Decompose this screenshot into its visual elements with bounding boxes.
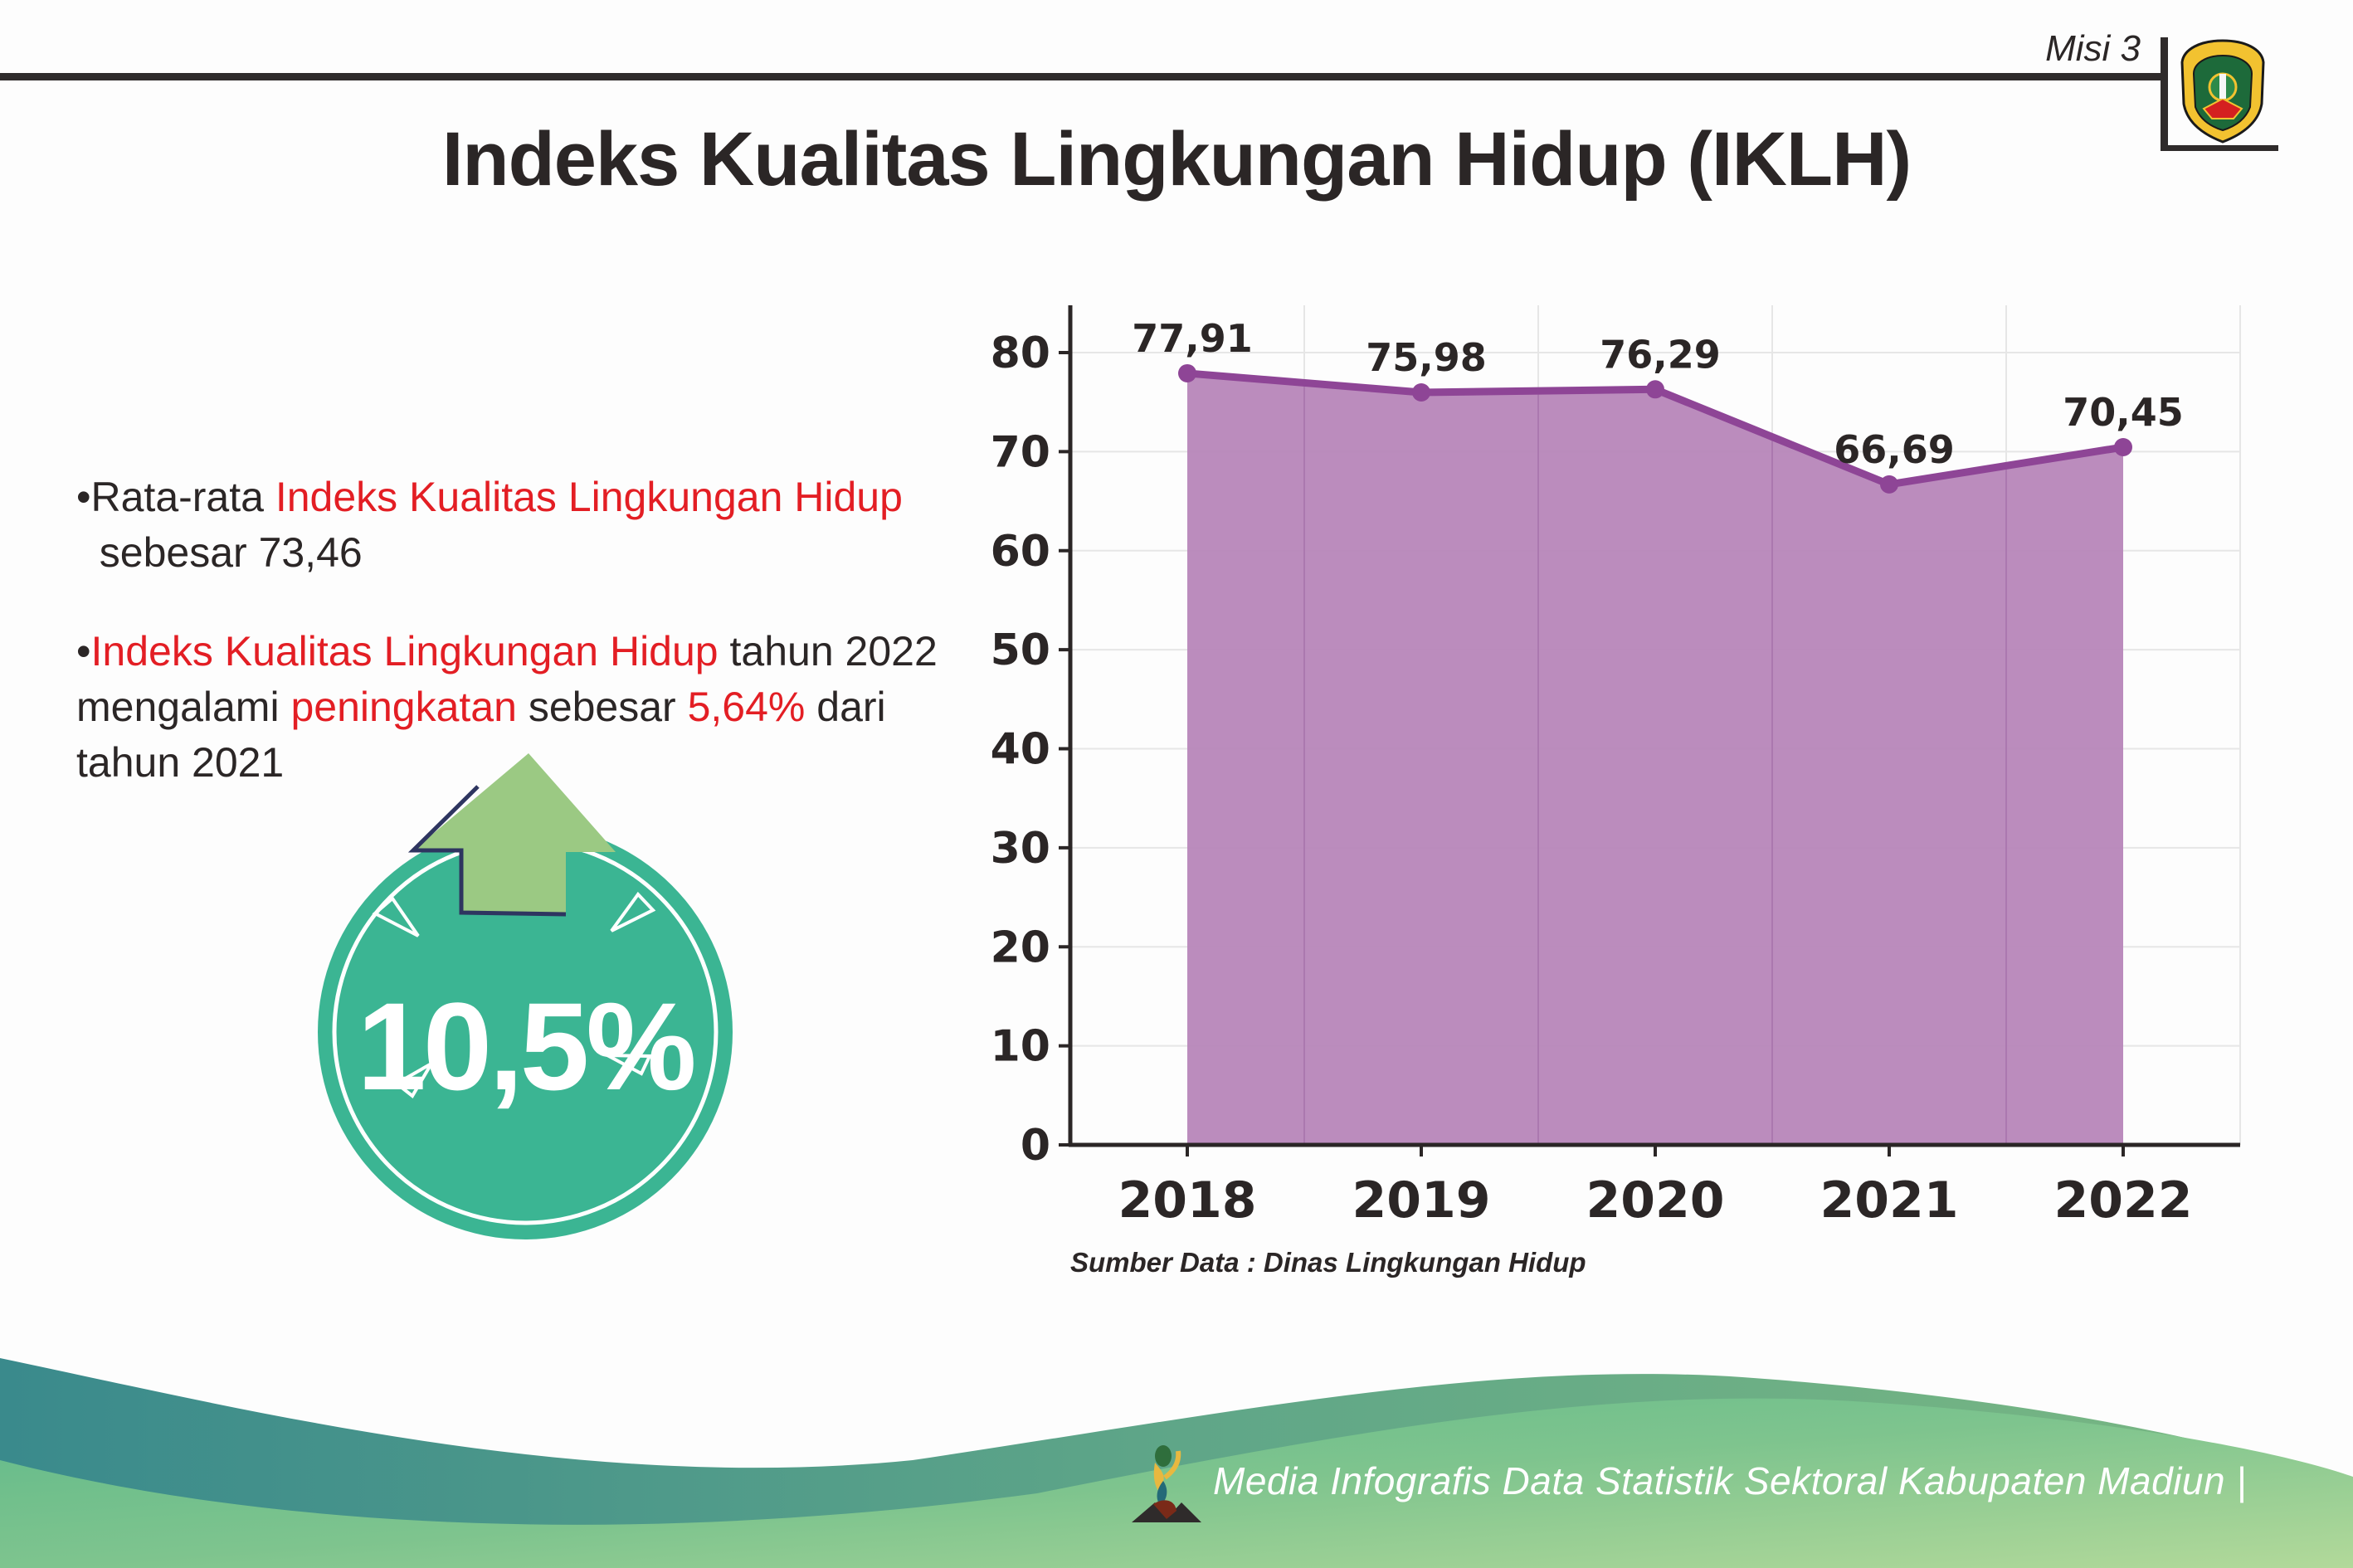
highlight-text: peningkatan — [290, 684, 517, 730]
y-tick-label: 80 — [991, 329, 1050, 378]
sparkle-icons — [372, 891, 656, 1098]
y-tick-label: 10 — [991, 1022, 1050, 1072]
data-point — [1178, 363, 1196, 382]
bullet-increase: •Indeks Kualitas Lingkungan Hidup tahun … — [76, 628, 938, 786]
header-rule — [0, 73, 2164, 80]
x-tick-label: 2018 — [1118, 1171, 1257, 1230]
kabupaten-madiun-crest-logo — [2180, 39, 2265, 144]
data-label: 75,98 — [1366, 335, 1487, 380]
x-tick-label: 2022 — [2054, 1171, 2193, 1230]
corner-bracket — [2161, 37, 2168, 150]
x-tick-label: 2020 — [1586, 1171, 1725, 1230]
text: Rata-rata — [90, 474, 275, 520]
data-point — [1880, 475, 1898, 494]
data-label: 66,69 — [1834, 427, 1955, 472]
data-point — [1412, 382, 1430, 402]
data-source: Sumber Data : Dinas Lingkungan Hidup — [1070, 1247, 1586, 1278]
data-point — [2114, 438, 2132, 457]
bullet-average: •Rata-rata Indeks Kualitas Lingkungan Hi… — [76, 474, 903, 576]
y-tick-label: 20 — [991, 923, 1050, 972]
data-point — [1646, 380, 1664, 399]
highlight-text: 5,64% — [687, 684, 806, 730]
text: tahun 2022 mengalami — [76, 628, 938, 730]
y-tick-label: 40 — [991, 725, 1050, 775]
corner-bracket-bottom — [2161, 145, 2278, 151]
footer-text: Media Infografis Data Statistik Sektoral… — [1213, 1459, 2247, 1502]
highlight-text: Indeks Kualitas Lingkungan Hidup — [275, 474, 903, 520]
data-label: 70,45 — [2063, 390, 2184, 435]
y-tick-label: 60 — [991, 527, 1050, 577]
x-tick-label: 2019 — [1352, 1171, 1491, 1230]
chart-axes — [1059, 305, 2240, 1157]
statistik-figure-logo — [1132, 1445, 1201, 1522]
text: sebesar 73,46 — [87, 529, 363, 576]
page-title: Indeks Kualitas Lingkungan Hidup (IKLH) — [441, 117, 1912, 202]
badge-circle — [318, 825, 733, 1239]
data-label: 76,29 — [1600, 332, 1721, 377]
highlight-text: Indeks Kualitas Lingkungan Hidup — [90, 628, 719, 674]
x-tick-label: 2021 — [1820, 1171, 1959, 1230]
data-label: 77,91 — [1132, 316, 1253, 361]
chart-vertical-grid — [1303, 382, 2007, 1145]
section-label: Misi 3 — [2045, 28, 2141, 69]
text: dari tahun 2021 — [76, 684, 886, 786]
y-tick-label: 0 — [1021, 1121, 1050, 1171]
text: sebesar — [516, 684, 688, 730]
y-tick-label: 70 — [991, 427, 1050, 477]
growth-badge — [318, 753, 733, 1239]
y-tick-label: 30 — [991, 824, 1050, 874]
badge-value: 10,5% — [357, 976, 696, 1116]
y-tick-label: 50 — [991, 626, 1050, 675]
area-fill — [1187, 373, 2123, 1146]
arrow-up-icon — [407, 753, 616, 917]
